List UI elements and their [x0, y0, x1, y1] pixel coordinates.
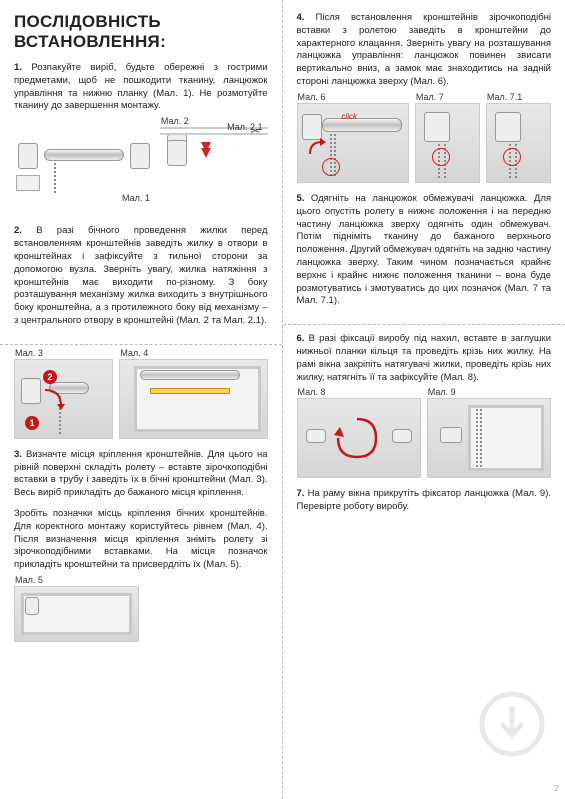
- level-tool: [150, 388, 230, 394]
- step-3a: 3. Визначте місця кріплення кронштейнів.…: [14, 449, 268, 500]
- fig6-label: Мал. 6: [298, 92, 326, 102]
- step-1: 1. Розпакуйте виріб, будьте обережні з г…: [14, 62, 268, 113]
- step-5: 5. Одягніть на ланцюжок обмежувачі ланцю…: [297, 193, 552, 308]
- fig-row-3-4: Мал. 3 2 1 Мал. 4: [14, 359, 268, 439]
- badge-1: 1: [25, 416, 39, 430]
- curved-arrow-icon: [41, 386, 69, 414]
- click-label: click: [342, 112, 358, 121]
- step-6: 6. В разі фіксації виробу під нахил, вст…: [297, 333, 552, 384]
- badge-2: 2: [43, 370, 57, 384]
- step-2: 2. В разі бічного проведення жилки перед…: [14, 225, 268, 328]
- fig-row-6-7: Мал. 6 click Мал. 7 Мал. 7.1: [297, 103, 552, 183]
- step-3b: Зробіть позначки місць кріплення бічних …: [14, 508, 268, 572]
- page-title: ПОСЛІДОВНІСТЬ ВСТАНОВЛЕННЯ:: [14, 12, 268, 52]
- figure-7-1: Мал. 7.1: [486, 103, 551, 183]
- fig8-label: Мал. 8: [298, 387, 326, 397]
- figure-8: Мал. 8: [297, 398, 421, 478]
- fig2-label: Мал. 2: [161, 116, 189, 126]
- right-column: 4. Після встановлення кронштейнів зірочк…: [283, 0, 565, 799]
- figure-3: Мал. 3 2 1: [14, 359, 113, 439]
- step-7-text: На раму вікна прикрутіть фіксатор ланцюж…: [297, 488, 552, 512]
- step-6-text: В разі фіксації виробу під нахил, вставт…: [297, 333, 552, 382]
- step-7: 7. На раму вікна прикрутіть фіксатор лан…: [297, 488, 552, 514]
- left-column: ПОСЛІДОВНІСТЬ ВСТАНОВЛЕННЯ: 1. Розпакуйт…: [0, 0, 283, 799]
- fig1-label: Мал. 1: [122, 193, 150, 203]
- divider-left: [0, 344, 282, 345]
- page-root: ПОСЛІДОВНІСТЬ ВСТАНОВЛЕННЯ: 1. Розпакуйт…: [0, 0, 565, 799]
- step-4: 4. Після встановлення кронштейнів зірочк…: [297, 12, 552, 89]
- step-3a-text: Визначте місця кріплення кронштейнів. Дл…: [14, 449, 268, 498]
- divider-right: [283, 324, 565, 325]
- figure-2-1: Мал. 2.1: [160, 133, 268, 135]
- fig71-label: Мал. 7.1: [487, 92, 522, 102]
- arrow-icon: [306, 136, 330, 160]
- fig21-label: Мал. 2.1: [227, 122, 262, 132]
- fig5-label: Мал. 5: [15, 575, 43, 585]
- loop-arrow-icon: [332, 413, 382, 463]
- figure-4: Мал. 4: [119, 359, 267, 439]
- step-4-text: Після встановлення кронштейнів зірочкопо…: [297, 12, 552, 87]
- figure-6: Мал. 6 click: [297, 103, 409, 183]
- fig-row-5: Мал. 5: [14, 586, 268, 642]
- watermark-icon: [477, 689, 547, 759]
- figure-1: Мал. 1: [14, 127, 154, 205]
- fig3-label: Мал. 3: [15, 348, 43, 358]
- step-3b-text: Зробіть позначки місць кріплення бічних …: [14, 508, 268, 570]
- fig-row-8-9: Мал. 8 Мал. 9: [297, 398, 552, 478]
- step-5-text: Одягніть на ланцюжок обмежувачі ланцюжка…: [297, 193, 552, 307]
- figure-7: Мал. 7: [415, 103, 480, 183]
- page-number: 2: [555, 784, 559, 793]
- figure-9: Мал. 9: [427, 398, 551, 478]
- figure-5: Мал. 5: [14, 586, 139, 642]
- fig7-label: Мал. 7: [416, 92, 444, 102]
- step-1-text: Розпакуйте виріб, будьте обережні з гост…: [14, 62, 268, 111]
- step-2-text: В разі бічного проведення жилки перед вс…: [14, 225, 268, 326]
- fig-row-1-2: Мал. 1 ✂ Мал. 2 Мал. 2.1: [14, 127, 268, 215]
- fig4-label: Мал. 4: [120, 348, 148, 358]
- fig9-label: Мал. 9: [428, 387, 456, 397]
